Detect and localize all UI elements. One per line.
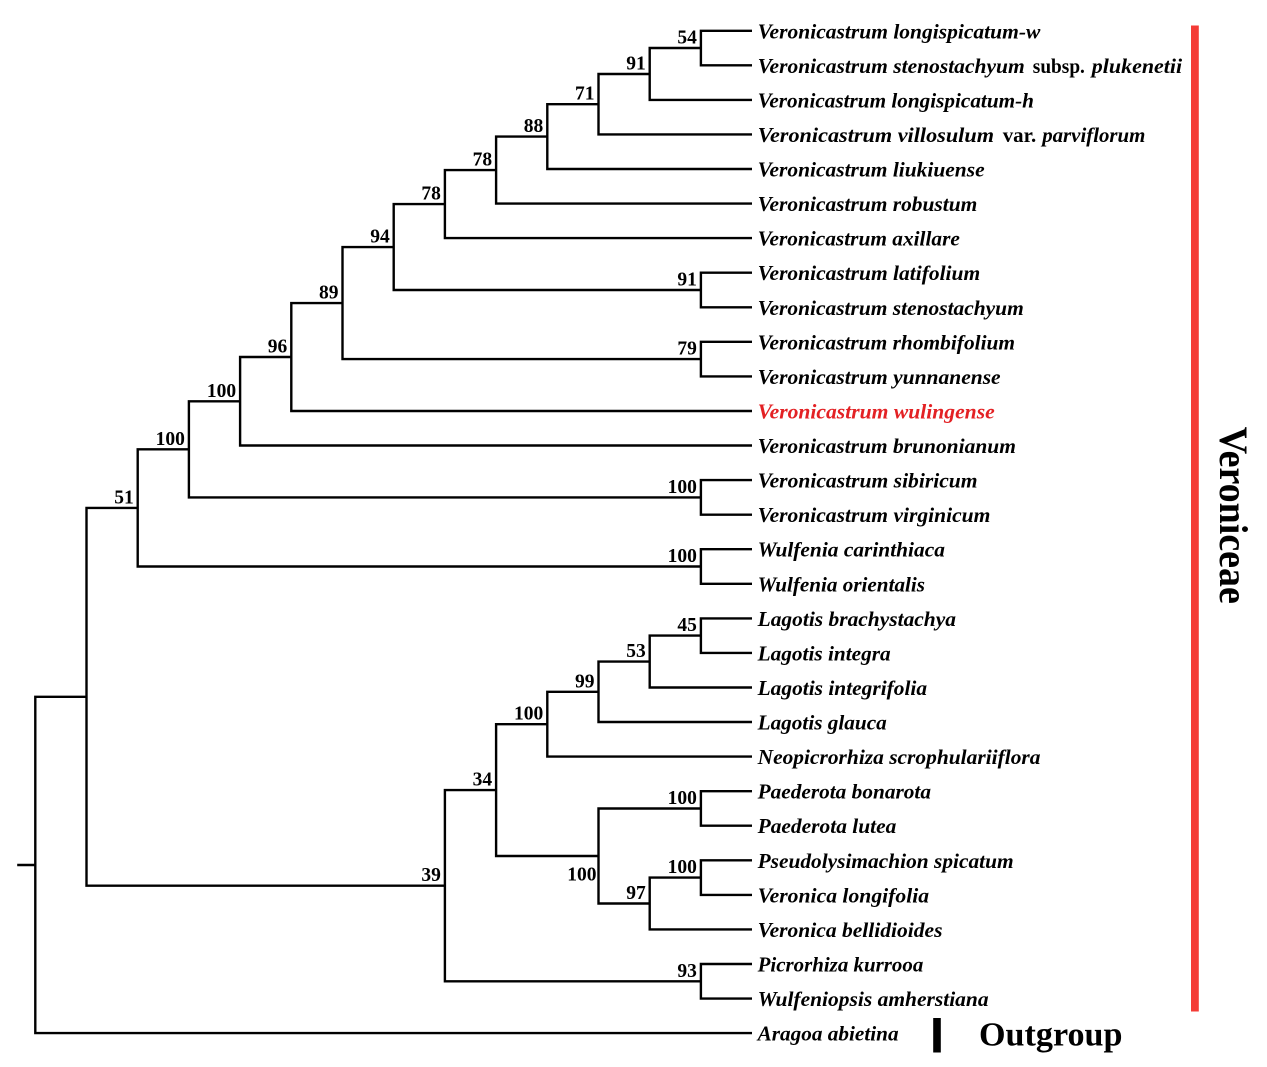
svg-text:100: 100 bbox=[668, 857, 697, 878]
svg-text:99: 99 bbox=[575, 671, 595, 692]
svg-text:96: 96 bbox=[268, 337, 288, 358]
svg-text:Wulfenia carinthiaca: Wulfenia carinthiaca bbox=[758, 538, 945, 562]
svg-text:Veronicastrum stenostachyum: Veronicastrum stenostachyum bbox=[758, 296, 1024, 320]
svg-text:97: 97 bbox=[626, 883, 646, 904]
svg-text:89: 89 bbox=[319, 283, 339, 304]
svg-text:91: 91 bbox=[677, 270, 697, 291]
svg-text:Veronicastrum longispicatum-w: Veronicastrum longispicatum-w bbox=[758, 19, 1042, 43]
svg-text:Paederota lutea: Paederota lutea bbox=[757, 814, 897, 838]
svg-text:Veronicastrum sibiricum: Veronicastrum sibiricum bbox=[758, 469, 978, 493]
svg-text:Veronicastrum robustum: Veronicastrum robustum bbox=[758, 192, 978, 216]
svg-text:Veronicastrum latifolium: Veronicastrum latifolium bbox=[758, 261, 981, 285]
svg-text:Veronicastrum rhombifolium: Veronicastrum rhombifolium bbox=[758, 330, 1016, 354]
svg-text:Lagotis glauca: Lagotis glauca bbox=[757, 711, 887, 735]
svg-text:100: 100 bbox=[668, 788, 697, 809]
svg-text:Paederota bonarota: Paederota bonarota bbox=[757, 780, 931, 804]
svg-text:Veronicastrum longispicatum-h: Veronicastrum longispicatum-h bbox=[758, 88, 1034, 112]
svg-text:Lagotis brachystachya: Lagotis brachystachya bbox=[757, 607, 956, 631]
svg-text:Pseudolysimachion spicatum: Pseudolysimachion spicatum bbox=[757, 849, 1014, 873]
svg-text:Lagotis integra: Lagotis integra bbox=[757, 641, 891, 665]
svg-text:100: 100 bbox=[668, 546, 697, 567]
svg-text:34: 34 bbox=[473, 770, 493, 791]
svg-text:79: 79 bbox=[677, 339, 697, 360]
svg-text:Veronicastrum liukiuense: Veronicastrum liukiuense bbox=[758, 158, 985, 182]
svg-text:Veronicastrum brunonianum: Veronicastrum brunonianum bbox=[758, 434, 1016, 458]
svg-text:Wulfenia orientalis: Wulfenia orientalis bbox=[758, 572, 925, 596]
svg-text:100: 100 bbox=[207, 381, 236, 402]
svg-text:51: 51 bbox=[114, 487, 134, 508]
svg-text:53: 53 bbox=[626, 641, 646, 662]
svg-text:88: 88 bbox=[524, 116, 544, 137]
svg-text:39: 39 bbox=[421, 865, 441, 886]
svg-text:Veronica bellidioides: Veronica bellidioides bbox=[758, 918, 943, 942]
svg-text:100: 100 bbox=[514, 704, 543, 725]
svg-text:Aragoa abietina: Aragoa abietina bbox=[756, 1022, 899, 1046]
svg-text:100: 100 bbox=[567, 864, 596, 885]
svg-text:78: 78 bbox=[421, 184, 441, 205]
svg-text:Veronicastrum yunnanense: Veronicastrum yunnanense bbox=[758, 365, 1001, 389]
svg-text:71: 71 bbox=[575, 84, 595, 105]
svg-text:Wulfeniopsis amherstiana: Wulfeniopsis amherstiana bbox=[758, 987, 989, 1011]
svg-text:91: 91 bbox=[626, 54, 646, 75]
svg-text:Veronicastrum virginicum: Veronicastrum virginicum bbox=[758, 503, 991, 527]
svg-text:Picrorhiza kurrooa: Picrorhiza kurrooa bbox=[757, 953, 924, 977]
svg-text:45: 45 bbox=[677, 615, 697, 636]
svg-text:93: 93 bbox=[677, 961, 697, 982]
svg-text:Veronicastrum axillare: Veronicastrum axillare bbox=[758, 227, 960, 251]
svg-text:Veronica longifolia: Veronica longifolia bbox=[758, 883, 930, 907]
svg-text:94: 94 bbox=[370, 227, 390, 248]
svg-text:54: 54 bbox=[677, 28, 697, 49]
svg-text:Neopicrorhiza scrophulariiflor: Neopicrorhiza scrophulariiflora bbox=[757, 745, 1041, 769]
svg-text:Outgroup: Outgroup bbox=[979, 1017, 1123, 1054]
svg-text:Veronicastrum wulingense: Veronicastrum wulingense bbox=[758, 399, 995, 423]
svg-text:100: 100 bbox=[668, 477, 697, 498]
svg-text:100: 100 bbox=[156, 429, 185, 450]
svg-text:Veroniceae: Veroniceae bbox=[1211, 427, 1256, 604]
svg-text:Lagotis integrifolia: Lagotis integrifolia bbox=[757, 676, 928, 700]
svg-text:78: 78 bbox=[473, 150, 493, 171]
